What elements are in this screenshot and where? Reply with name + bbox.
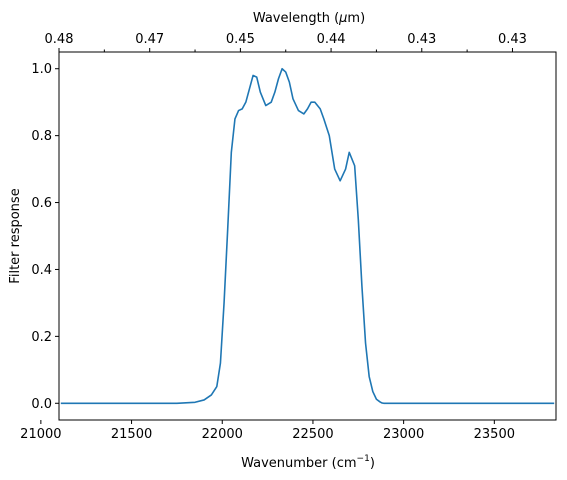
top-x-tick-label: 0.44 <box>317 32 346 47</box>
x-tick-label: 22500 <box>292 427 333 442</box>
top-x-tick-label: 0.48 <box>45 32 74 47</box>
x-axis: 21000 21500 22000 22500 23000 23500 <box>20 420 515 442</box>
y-tick-label: 0.6 <box>31 196 52 211</box>
y-tick-label: 0.0 <box>31 397 52 412</box>
y-tick-label: 1.0 <box>31 62 52 77</box>
mu-symbol: μ <box>338 11 347 26</box>
y-axis: 0.0 0.2 0.4 0.6 0.8 1.0 <box>31 62 59 412</box>
x-tick-label: 21500 <box>111 427 152 442</box>
top-x-tick-label: 0.45 <box>226 32 255 47</box>
x-axis-label-exponent: −1 <box>357 454 370 464</box>
x-axis-label: Wavenumber (cm−1) <box>241 454 375 471</box>
x-tick-label: 22000 <box>202 427 243 442</box>
y-tick-label: 0.4 <box>31 263 52 278</box>
x-tick-label: 21000 <box>20 427 61 442</box>
y-tick-label: 0.8 <box>31 129 52 144</box>
x-tick-label: 23000 <box>383 427 424 442</box>
series-line-0 <box>60 67 555 405</box>
x-tick-label: 23500 <box>474 427 515 442</box>
top-x-axis: 0.48 0.47 0.45 0.44 0.43 0.43 <box>45 32 527 52</box>
top-x-tick-label: 0.43 <box>498 32 527 47</box>
top-x-axis-label: Wavelength (μm) <box>253 11 365 26</box>
top-x-tick-label: 0.47 <box>135 32 164 47</box>
y-axis-label: Filter response <box>8 188 23 283</box>
top-x-tick-label: 0.43 <box>407 32 436 47</box>
plot-frame <box>58 51 557 421</box>
plot-area <box>60 67 555 405</box>
y-tick-label: 0.2 <box>31 330 52 345</box>
